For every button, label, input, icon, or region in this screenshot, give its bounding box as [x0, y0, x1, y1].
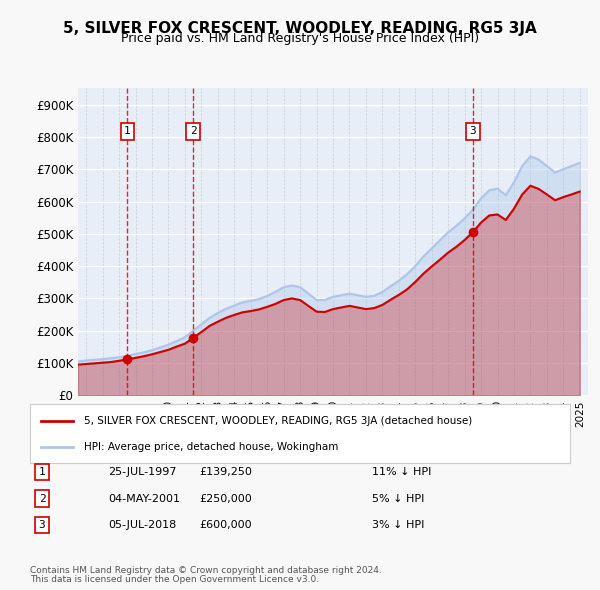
Text: 3: 3 — [469, 126, 476, 136]
Text: 1: 1 — [38, 467, 46, 477]
Text: 2: 2 — [38, 494, 46, 503]
Text: £139,250: £139,250 — [199, 467, 252, 477]
Text: 3: 3 — [38, 520, 46, 530]
Text: This data is licensed under the Open Government Licence v3.0.: This data is licensed under the Open Gov… — [30, 575, 319, 584]
Text: £250,000: £250,000 — [199, 494, 252, 503]
Text: 25-JUL-1997: 25-JUL-1997 — [108, 467, 176, 477]
Text: 5, SILVER FOX CRESCENT, WOODLEY, READING, RG5 3JA: 5, SILVER FOX CRESCENT, WOODLEY, READING… — [63, 21, 537, 35]
Text: 1: 1 — [124, 126, 131, 136]
Text: 2: 2 — [190, 126, 197, 136]
Text: Price paid vs. HM Land Registry's House Price Index (HPI): Price paid vs. HM Land Registry's House … — [121, 32, 479, 45]
Text: 5, SILVER FOX CRESCENT, WOODLEY, READING, RG5 3JA (detached house): 5, SILVER FOX CRESCENT, WOODLEY, READING… — [84, 416, 472, 425]
Text: £600,000: £600,000 — [199, 520, 252, 530]
Text: HPI: Average price, detached house, Wokingham: HPI: Average price, detached house, Woki… — [84, 442, 338, 451]
Text: 05-JUL-2018: 05-JUL-2018 — [108, 520, 176, 530]
Text: 3% ↓ HPI: 3% ↓ HPI — [372, 520, 424, 530]
Text: Contains HM Land Registry data © Crown copyright and database right 2024.: Contains HM Land Registry data © Crown c… — [30, 566, 382, 575]
Text: 11% ↓ HPI: 11% ↓ HPI — [372, 467, 431, 477]
Text: 5% ↓ HPI: 5% ↓ HPI — [372, 494, 424, 503]
Text: 04-MAY-2001: 04-MAY-2001 — [108, 494, 180, 503]
